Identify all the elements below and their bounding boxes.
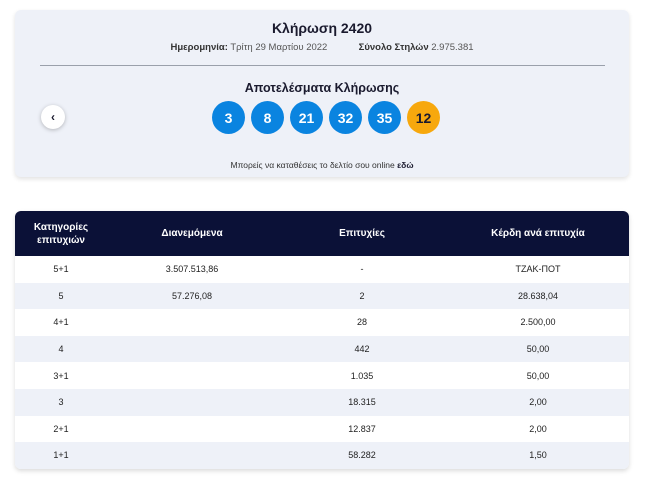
cell-category: 1+1 bbox=[53, 450, 69, 461]
cell-prize: ΤΖΑΚ-ΠΟΤ bbox=[515, 264, 561, 275]
online-note: Μπορείς να καταθέσεις το δελτίο σου onli… bbox=[15, 160, 629, 170]
cell-category: 3 bbox=[58, 397, 64, 408]
cell-winners: 2 bbox=[359, 290, 365, 301]
cell-winners: 442 bbox=[354, 344, 370, 355]
table-row: 5 57.276,08 2 28.638,04 bbox=[15, 282, 629, 310]
cell-winners: - bbox=[360, 264, 364, 275]
cell-winners: 18.315 bbox=[348, 397, 376, 408]
cell-prize: 1,50 bbox=[529, 450, 547, 461]
number-ball: 3 bbox=[212, 101, 245, 134]
cell-prize: 28.638,04 bbox=[517, 290, 559, 301]
table-row: 5+1 3.507.513,86 - ΤΖΑΚ-ΠΟΤ bbox=[15, 256, 629, 283]
number-ball: 8 bbox=[251, 101, 284, 134]
winning-numbers: 3 8 21 32 35 12 bbox=[15, 101, 629, 134]
cell-distributed: 57.276,08 bbox=[171, 290, 213, 301]
online-text: Μπορείς να καταθέσεις το δελτίο σου onli… bbox=[230, 160, 395, 170]
prize-table: Κατηγορίες επιτυχιών Διανεμόμενα Επιτυχί… bbox=[15, 211, 629, 469]
chevron-left-icon: ‹ bbox=[51, 110, 55, 124]
date-value: Τρίτη 29 Μαρτίου 2022 bbox=[230, 42, 328, 53]
table-row: 3 18.315 2,00 bbox=[15, 388, 629, 416]
cell-category: 5+1 bbox=[53, 264, 69, 275]
cell-prize: 2.500,00 bbox=[520, 317, 556, 328]
cell-winners: 28 bbox=[356, 317, 367, 328]
header-distributed: Διανεμόμενα bbox=[161, 228, 223, 239]
table-header: Κατηγορίες επιτυχιών Διανεμόμενα Επιτυχί… bbox=[15, 211, 629, 256]
header-prize: Κέρδη ανά επιτυχία bbox=[491, 228, 585, 239]
cell-prize: 2,00 bbox=[529, 397, 547, 408]
draw-title: Κλήρωση 2420 bbox=[271, 20, 373, 36]
cell-category: 3+1 bbox=[53, 370, 69, 381]
cell-category: 4+1 bbox=[53, 317, 69, 328]
results-title: Αποτελέσματα Κλήρωσης bbox=[244, 81, 400, 95]
table-row: 4 442 50,00 bbox=[15, 335, 629, 363]
header-category-line2: επιτυχιών bbox=[36, 234, 85, 246]
number-ball: 32 bbox=[329, 101, 362, 134]
date-label: Ημερομηνία: bbox=[170, 42, 228, 53]
cell-category: 4 bbox=[58, 344, 64, 355]
cell-category: 5 bbox=[58, 290, 64, 301]
previous-draw-button[interactable]: ‹ bbox=[41, 105, 65, 129]
header-winners: Επιτυχίες bbox=[339, 228, 385, 239]
number-ball: 21 bbox=[290, 101, 323, 134]
cell-winners: 12.837 bbox=[348, 423, 376, 434]
cell-distributed: 3.507.513,86 bbox=[165, 264, 219, 275]
table-row: 1+1 58.282 1,50 bbox=[15, 442, 629, 469]
cell-prize: 50,00 bbox=[526, 370, 550, 381]
online-link[interactable]: εδώ bbox=[397, 160, 414, 170]
cell-prize: 50,00 bbox=[526, 344, 550, 355]
table-body: 5+1 3.507.513,86 - ΤΖΑΚ-ΠΟΤ 5 57.276,08 … bbox=[15, 256, 629, 469]
header-category: Κατηγορίες επιτυχιών bbox=[15, 221, 107, 247]
columns-label: Σύνολο Στηλών bbox=[358, 42, 429, 53]
divider bbox=[40, 65, 605, 66]
columns-value: 2.975.381 bbox=[431, 42, 474, 53]
number-ball: 35 bbox=[368, 101, 401, 134]
cell-winners: 1.035 bbox=[350, 370, 374, 381]
cell-winners: 58.282 bbox=[348, 450, 376, 461]
joker-ball: 12 bbox=[407, 101, 440, 134]
table-row: 3+1 1.035 50,00 bbox=[15, 362, 629, 389]
draw-card: Κλήρωση 2420 Ημερομηνία: Τρίτη 29 Μαρτίο… bbox=[15, 10, 629, 177]
header-category-line1: Κατηγορίες bbox=[33, 221, 89, 233]
cell-prize: 2,00 bbox=[529, 423, 547, 434]
cell-category: 2+1 bbox=[53, 423, 69, 434]
table-row: 4+1 28 2.500,00 bbox=[15, 309, 629, 336]
draw-meta: Ημερομηνία: Τρίτη 29 Μαρτίου 2022 Σύνολο… bbox=[15, 42, 629, 53]
table-row: 2+1 12.837 2,00 bbox=[15, 415, 629, 443]
